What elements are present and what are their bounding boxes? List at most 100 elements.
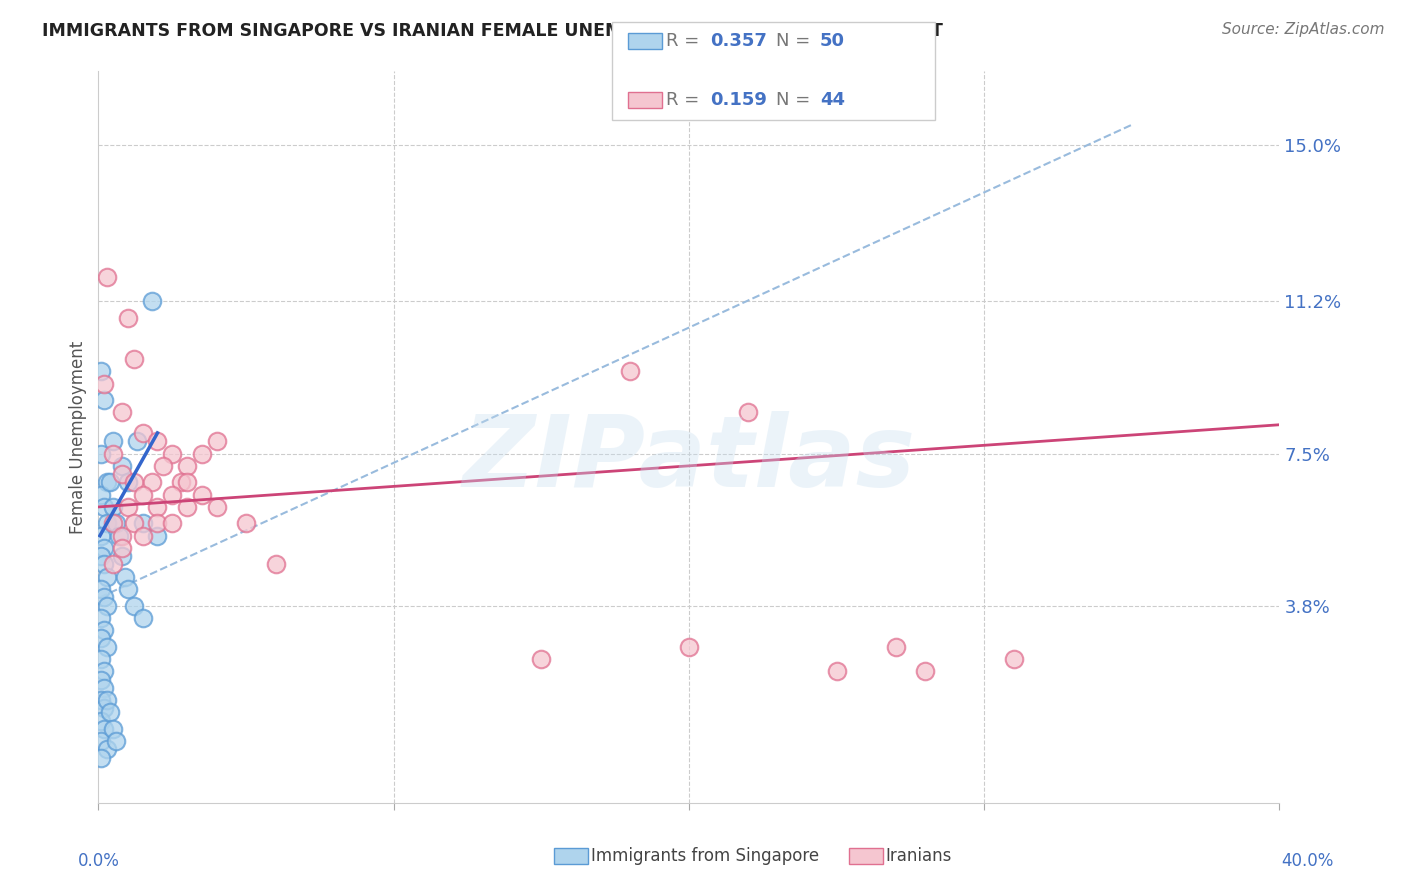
Point [90, 714, 112, 728]
Point [530, 652, 553, 666]
Point [96, 640, 118, 654]
Point [132, 611, 155, 625]
Point [93, 393, 115, 408]
Point [90, 611, 112, 625]
Point [90, 750, 112, 764]
Point [162, 516, 183, 531]
Text: Immigrants from Singapore: Immigrants from Singapore [591, 847, 818, 865]
Point [146, 529, 169, 543]
Point [141, 475, 163, 490]
Point [96, 599, 118, 613]
Point [105, 516, 128, 531]
Point [235, 516, 257, 531]
Text: 40.0%: 40.0% [1281, 852, 1334, 870]
Point [98, 706, 121, 720]
Text: 0.159: 0.159 [710, 91, 766, 109]
Point [90, 632, 112, 646]
Point [111, 541, 134, 555]
Point [146, 500, 169, 514]
Point [132, 529, 155, 543]
Point [122, 475, 145, 490]
Point [132, 425, 155, 440]
Point [205, 434, 228, 449]
Point [103, 516, 125, 531]
Point [93, 541, 115, 555]
Point [105, 734, 128, 748]
Point [111, 467, 134, 481]
Text: R =: R = [666, 91, 706, 109]
Y-axis label: Female Unemployment: Female Unemployment [69, 341, 87, 533]
Point [205, 500, 228, 514]
Point [678, 640, 700, 654]
Point [111, 405, 134, 419]
Point [264, 558, 287, 572]
Text: IMMIGRANTS FROM SINGAPORE VS IRANIAN FEMALE UNEMPLOYMENT CORRELATION CHART: IMMIGRANTS FROM SINGAPORE VS IRANIAN FEM… [42, 22, 943, 40]
Point [825, 665, 848, 679]
Point [93, 624, 115, 638]
Point [152, 458, 174, 473]
Point [114, 570, 136, 584]
Point [108, 529, 131, 543]
Point [93, 500, 115, 514]
Point [146, 516, 169, 531]
Text: N =: N = [776, 91, 815, 109]
Point [90, 582, 112, 596]
Point [117, 310, 139, 325]
Point [176, 500, 198, 514]
Point [170, 475, 193, 490]
Point [132, 487, 155, 501]
Point [146, 434, 169, 449]
Point [125, 434, 148, 449]
Point [96, 742, 118, 756]
Point [103, 558, 125, 572]
Text: 50: 50 [820, 32, 845, 50]
Point [93, 591, 115, 605]
Point [619, 364, 641, 378]
Point [122, 516, 145, 531]
Point [122, 351, 145, 366]
Point [191, 446, 214, 460]
Point [141, 294, 163, 309]
Point [132, 516, 155, 531]
Point [90, 446, 112, 460]
Point [98, 475, 121, 490]
Point [103, 446, 125, 460]
Point [90, 734, 112, 748]
Point [111, 549, 134, 564]
Text: Source: ZipAtlas.com: Source: ZipAtlas.com [1222, 22, 1385, 37]
Text: 44: 44 [820, 91, 845, 109]
Point [122, 599, 145, 613]
Point [93, 681, 115, 695]
Point [914, 665, 936, 679]
Point [93, 722, 115, 736]
Point [90, 549, 112, 564]
Point [117, 475, 139, 490]
Point [90, 693, 112, 707]
Point [90, 364, 112, 378]
Point [93, 665, 115, 679]
Point [191, 487, 214, 501]
Point [90, 529, 112, 543]
Point [103, 500, 125, 514]
Point [176, 458, 198, 473]
Point [90, 652, 112, 666]
Point [96, 693, 118, 707]
Text: R =: R = [666, 32, 706, 50]
Point [93, 558, 115, 572]
Point [96, 516, 118, 531]
Point [93, 376, 115, 391]
Point [90, 673, 112, 687]
Point [90, 487, 112, 501]
Text: N =: N = [776, 32, 815, 50]
Text: 0.357: 0.357 [710, 32, 766, 50]
Point [884, 640, 907, 654]
Point [162, 446, 183, 460]
Text: 0.0%: 0.0% [77, 852, 120, 870]
Point [111, 529, 134, 543]
Point [111, 458, 134, 473]
Point [117, 500, 139, 514]
Text: Iranians: Iranians [886, 847, 952, 865]
Point [93, 701, 115, 715]
Point [1002, 652, 1025, 666]
Point [103, 434, 125, 449]
